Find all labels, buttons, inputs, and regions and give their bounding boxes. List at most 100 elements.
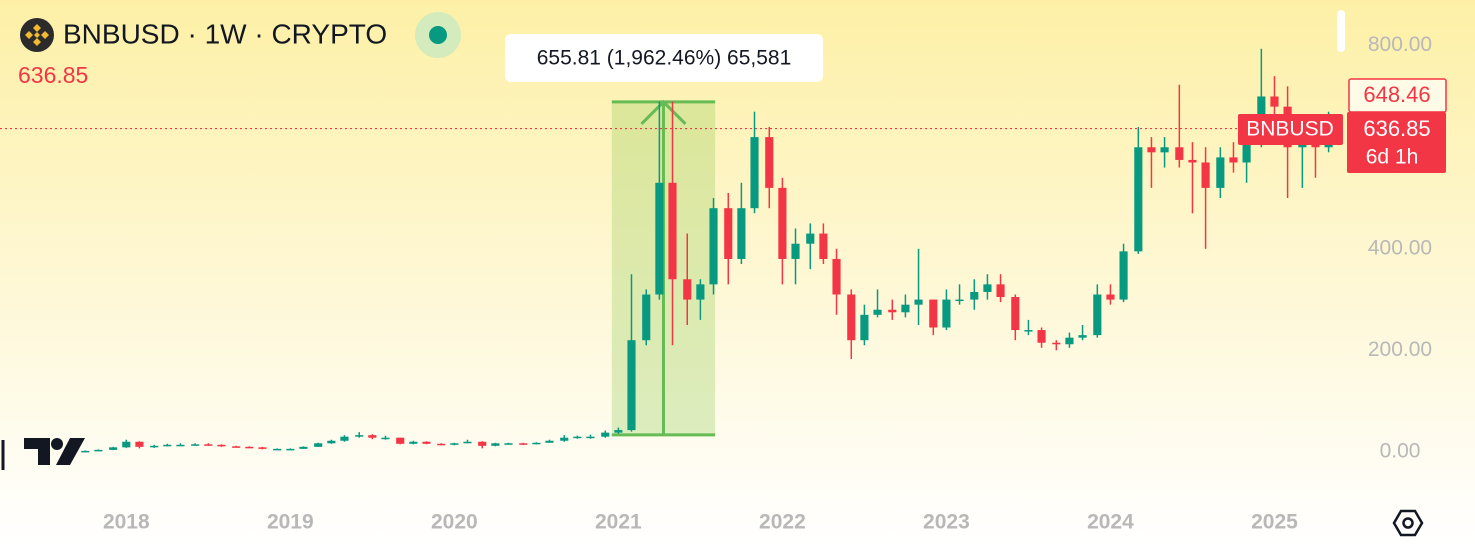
candle-body <box>1188 159 1197 163</box>
candle-body <box>709 208 718 285</box>
candle-body <box>696 284 705 300</box>
candle-body <box>560 437 569 441</box>
candle-body <box>586 436 595 439</box>
candle-body <box>217 444 226 447</box>
x-tick-label: 2024 <box>1087 511 1134 534</box>
candle-body <box>1037 330 1046 343</box>
tv-logo <box>24 438 50 465</box>
candle-body <box>299 446 308 449</box>
candle-body <box>847 294 856 341</box>
tv-logo <box>51 438 63 450</box>
candle-body <box>819 233 828 259</box>
symbol-label: BNBUSD <box>1246 118 1334 141</box>
candle-body <box>122 441 131 448</box>
candle-body <box>970 291 979 300</box>
candle-body <box>601 432 610 437</box>
scale-label: 648.46 <box>1363 82 1430 107</box>
candle-body <box>614 430 623 433</box>
measure-tooltip <box>505 34 823 82</box>
candle-body <box>1242 137 1251 163</box>
candle-body <box>750 137 759 209</box>
candle-body <box>258 447 267 449</box>
candle-body <box>996 284 1005 298</box>
candle-body <box>1093 294 1102 336</box>
candle-body <box>176 444 185 447</box>
candle-body <box>860 314 869 341</box>
candle-body <box>1052 342 1061 345</box>
measure-arrow-head <box>640 99 687 125</box>
candle-body <box>914 299 923 305</box>
candle-body <box>929 299 938 328</box>
candle-body <box>1216 157 1225 188</box>
x-tick-label: 2018 <box>103 511 150 534</box>
candle-body <box>545 440 554 443</box>
countdown-label: 6d 1h <box>1366 146 1419 169</box>
candle-body <box>832 258 841 295</box>
x-tick-label: 2021 <box>595 511 642 534</box>
x-tick-label: 2020 <box>431 511 478 534</box>
symbol-title: BNBUSD · 1W · CRYPTO <box>63 18 387 49</box>
candle-body <box>1065 337 1074 345</box>
y-tick-label: 0.00 <box>1380 439 1421 462</box>
candle-body <box>778 187 787 259</box>
candle-body <box>1024 330 1033 332</box>
scroll-handle[interactable] <box>1337 10 1345 52</box>
candle-body <box>1175 147 1184 160</box>
candle-body <box>1201 162 1210 188</box>
settings-icon <box>1402 517 1414 529</box>
candle-body <box>1134 147 1143 252</box>
candle-body <box>1270 96 1279 107</box>
candle-body <box>627 340 636 431</box>
candle-body <box>1147 147 1156 153</box>
candle-body <box>245 446 254 449</box>
candle-body <box>396 437 405 444</box>
candle-body <box>463 441 472 444</box>
candle-body <box>519 443 528 445</box>
candle-body <box>150 445 159 448</box>
x-tick-label: 2023 <box>923 511 970 534</box>
candle-body <box>422 441 431 444</box>
candle-body <box>286 448 295 451</box>
symbol-label-box <box>1238 114 1343 145</box>
y-tick-label: 400.00 <box>1368 236 1432 259</box>
candle-body <box>381 437 390 440</box>
candle-body <box>573 436 582 439</box>
candle-body <box>983 284 992 292</box>
candle-body <box>737 208 746 259</box>
candle-body <box>955 299 964 302</box>
candle-body <box>409 441 418 444</box>
symbol-logo-mark <box>25 24 49 46</box>
candle-body <box>942 299 951 328</box>
settings-button[interactable] <box>1392 509 1424 537</box>
candle-body <box>491 443 500 446</box>
candle-body <box>135 441 144 447</box>
candle-body <box>163 444 172 447</box>
candle-body <box>1078 335 1087 338</box>
candle-body <box>94 449 103 452</box>
candle-body <box>368 435 377 438</box>
tv-logo <box>56 438 85 465</box>
candle-body <box>109 447 118 450</box>
x-tick-label: 2022 <box>759 511 806 534</box>
candle-body <box>327 440 336 444</box>
candle-body <box>314 443 323 447</box>
candle-body <box>888 309 897 313</box>
y-tick-label: 200.00 <box>1368 338 1432 361</box>
candle-body <box>191 444 200 446</box>
candle-body <box>1106 294 1115 300</box>
candle-body <box>655 182 664 295</box>
candle-body <box>1119 251 1128 300</box>
candle-body <box>806 233 815 244</box>
candle-body <box>642 294 651 341</box>
candle-body <box>232 446 241 448</box>
x-tick-label: 2019 <box>267 511 314 534</box>
candle-body <box>340 436 349 441</box>
candle-body <box>478 441 487 446</box>
candle-body <box>724 208 733 259</box>
candle-body <box>1229 157 1238 163</box>
y-tick-label: 800.00 <box>1368 33 1432 56</box>
candle-body <box>791 243 800 259</box>
candle-body <box>355 435 364 437</box>
